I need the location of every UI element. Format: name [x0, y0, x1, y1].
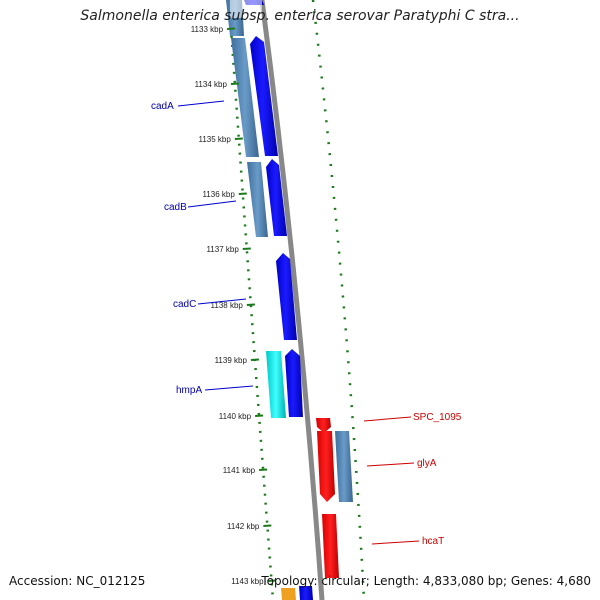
hcat-leader	[371, 540, 420, 545]
cadc-gene	[276, 253, 297, 340]
kbp-tick	[234, 137, 243, 140]
cada-cds	[231, 38, 259, 157]
kbp-scale: 1133 kbp 1134 kbp 1135 kbp 1136 kbp 1137 kbp…	[191, 25, 276, 586]
hcat-gene	[322, 514, 339, 578]
glya-cds	[335, 431, 353, 502]
kbp-label: 1141 kbp	[223, 466, 256, 475]
kbp-tick	[238, 192, 247, 195]
topology-label: Topology: circular; Length: 4,833,080 bp…	[261, 574, 591, 588]
kbp-tick	[267, 579, 276, 582]
gene-label-hcat: hcaT	[422, 536, 444, 547]
kbp-tick	[259, 468, 268, 471]
gene-label-hmpa: hmpA	[176, 385, 202, 396]
glya-gene	[317, 431, 335, 502]
kbp-tick	[230, 82, 239, 85]
hmpa-other-cds	[266, 351, 286, 418]
kbp-label: 1138 kbp	[211, 301, 244, 310]
reverse-features	[316, 418, 353, 578]
gene-label-glya: glyA	[417, 458, 437, 469]
gene-block-bottom-1	[281, 588, 296, 600]
cadb-gene	[266, 159, 287, 236]
hmpa-gene	[285, 349, 303, 417]
forward-features	[226, 0, 313, 600]
gene-label-cadc: cadC	[173, 299, 196, 310]
gene-label-cada: cadA	[151, 101, 174, 112]
kbp-label: 1133 kbp	[191, 25, 224, 34]
spc1095-leader	[363, 416, 412, 422]
gene-label-spc1095: SPC_1095	[413, 412, 462, 423]
kbp-tick	[263, 524, 272, 527]
gene-block-bottom-2	[299, 586, 313, 600]
kbp-label: 1139 kbp	[215, 356, 248, 365]
gene-block-top-highlight	[230, 0, 262, 18]
kbp-label: 1134 kbp	[195, 80, 228, 89]
kbp-tick	[255, 414, 264, 417]
kbp-tick	[242, 247, 251, 250]
kbp-tick	[226, 27, 236, 30]
cadb-cds	[247, 162, 268, 237]
cadb-leader	[187, 200, 237, 208]
kbp-label: 1137 kbp	[206, 245, 239, 254]
gene-labels: cadA cadB cadC hmpA SPC_1095 glyA hcaT	[151, 101, 462, 547]
tick-ring-outer	[311, 0, 366, 600]
kbp-label: 1140 kbp	[219, 412, 252, 421]
spc1095-gene	[316, 418, 331, 433]
kbp-tick	[246, 303, 255, 306]
map-title: Salmonella enterica subsp. enterica sero…	[80, 8, 520, 24]
cada-leader	[177, 100, 225, 107]
hmpa-leader	[204, 385, 254, 391]
kbp-label: 1142 kbp	[227, 522, 260, 531]
kbp-label: 1143 kbp	[231, 577, 264, 586]
kbp-label: 1136 kbp	[202, 190, 235, 199]
accession-label: Accession: NC_012125	[9, 574, 146, 588]
cada-gene	[250, 36, 278, 156]
glya-leader	[366, 462, 415, 467]
backbone-line	[259, 0, 325, 600]
kbp-label: 1135 kbp	[199, 135, 232, 144]
label-leaders	[177, 100, 420, 545]
kbp-tick	[250, 358, 259, 361]
gene-label-cadb: cadB	[164, 202, 187, 213]
cadc-leader	[197, 298, 247, 305]
